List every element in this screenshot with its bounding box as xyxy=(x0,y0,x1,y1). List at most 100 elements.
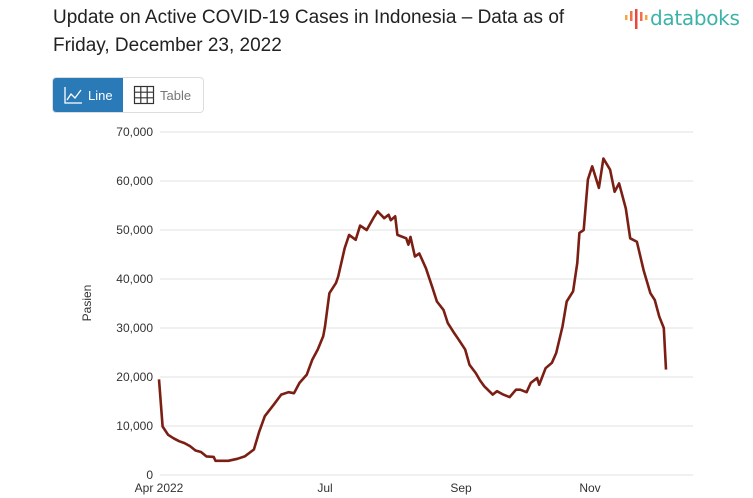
data-point[interactable] xyxy=(440,307,446,313)
data-point[interactable] xyxy=(500,392,506,398)
data-point[interactable] xyxy=(296,380,302,386)
y-axis-label: Pasien xyxy=(80,285,94,322)
data-point[interactable] xyxy=(386,212,392,218)
data-point[interactable] xyxy=(456,337,462,343)
data-point[interactable] xyxy=(225,458,231,464)
data-point[interactable] xyxy=(647,290,653,296)
x-tick-label: Sep xyxy=(450,481,472,495)
data-point[interactable] xyxy=(585,177,591,183)
data-point[interactable] xyxy=(256,428,262,434)
data-point[interactable] xyxy=(335,274,341,280)
data-point[interactable] xyxy=(416,251,422,257)
data-point[interactable] xyxy=(627,235,633,241)
data-point[interactable] xyxy=(641,267,647,273)
data-point[interactable] xyxy=(652,297,658,303)
data-point[interactable] xyxy=(612,189,618,195)
data-point[interactable] xyxy=(574,260,580,266)
y-tick-label: 40,000 xyxy=(116,272,153,286)
data-point[interactable] xyxy=(156,376,162,382)
data-point[interactable] xyxy=(171,435,177,441)
data-point[interactable] xyxy=(278,392,284,398)
data-point[interactable] xyxy=(534,375,540,381)
data-point[interactable] xyxy=(494,388,500,394)
data-point[interactable] xyxy=(589,163,595,169)
data-point[interactable] xyxy=(357,223,363,229)
data-point[interactable] xyxy=(434,299,440,305)
data-point[interactable] xyxy=(570,288,576,294)
data-point[interactable] xyxy=(333,280,339,286)
data-point[interactable] xyxy=(242,453,248,459)
data-point[interactable] xyxy=(394,232,400,238)
data-point[interactable] xyxy=(429,285,435,291)
data-point[interactable] xyxy=(423,265,429,271)
data-point[interactable] xyxy=(392,213,398,219)
data-point[interactable] xyxy=(309,357,315,363)
data-point[interactable] xyxy=(192,448,198,454)
data-point[interactable] xyxy=(353,237,359,243)
data-point[interactable] xyxy=(524,389,530,395)
data-point[interactable] xyxy=(564,299,570,305)
data-point[interactable] xyxy=(342,245,348,251)
data-point[interactable] xyxy=(251,447,257,453)
data-point[interactable] xyxy=(262,413,268,419)
data-point[interactable] xyxy=(187,443,193,449)
data-point[interactable] xyxy=(322,324,328,330)
data-point[interactable] xyxy=(528,380,534,386)
data-point[interactable] xyxy=(346,232,352,238)
data-point[interactable] xyxy=(507,394,513,400)
data-point[interactable] xyxy=(326,290,332,296)
data-point[interactable] xyxy=(364,227,370,233)
data-point[interactable] xyxy=(549,360,555,366)
data-point[interactable] xyxy=(160,423,166,429)
data-point[interactable] xyxy=(234,456,240,462)
data-point[interactable] xyxy=(543,365,549,371)
data-point[interactable] xyxy=(203,453,209,459)
y-tick-label: 20,000 xyxy=(116,370,153,384)
data-point[interactable] xyxy=(600,155,606,161)
data-point[interactable] xyxy=(596,185,602,191)
data-point[interactable] xyxy=(271,401,277,407)
data-point[interactable] xyxy=(408,234,414,240)
data-point[interactable] xyxy=(663,367,669,373)
data-point[interactable] xyxy=(451,330,457,336)
data-point[interactable] xyxy=(165,432,171,438)
chart-title: Update on Active COVID-19 Cases in Indon… xyxy=(53,7,565,56)
x-tick-label: Jul xyxy=(317,481,332,495)
y-tick-label: 60,000 xyxy=(116,174,153,188)
data-point[interactable] xyxy=(291,390,297,396)
data-point[interactable] xyxy=(623,205,629,211)
line-view-button[interactable]: Line xyxy=(53,78,123,112)
data-point[interactable] xyxy=(517,387,523,393)
data-point[interactable] xyxy=(607,167,613,173)
y-tick-label: 10,000 xyxy=(116,419,153,433)
data-point[interactable] xyxy=(462,347,468,353)
data-point[interactable] xyxy=(477,377,483,383)
data-point[interactable] xyxy=(536,382,542,388)
data-point[interactable] xyxy=(286,389,292,395)
data-point[interactable] xyxy=(375,208,381,214)
table-view-button[interactable]: Table xyxy=(123,78,201,112)
data-point[interactable] xyxy=(473,370,479,376)
data-point[interactable] xyxy=(581,227,587,233)
y-tick-label: 0 xyxy=(146,468,153,482)
data-point[interactable] xyxy=(445,320,451,326)
data-point[interactable] xyxy=(634,239,640,245)
data-point[interactable] xyxy=(616,180,622,186)
x-tick-label: Apr 2022 xyxy=(135,481,184,495)
data-point[interactable] xyxy=(405,242,411,248)
data-point[interactable] xyxy=(553,350,559,356)
data-point[interactable] xyxy=(176,438,182,444)
data-point[interactable] xyxy=(315,347,321,353)
data-point[interactable] xyxy=(661,325,667,331)
data-point[interactable] xyxy=(560,324,566,330)
data-point[interactable] xyxy=(198,449,204,455)
data-point[interactable] xyxy=(213,458,219,464)
data-point[interactable] xyxy=(182,440,188,446)
data-point[interactable] xyxy=(304,372,310,378)
data-point[interactable] xyxy=(320,333,326,339)
data-point[interactable] xyxy=(656,314,662,320)
data-point[interactable] xyxy=(466,362,472,368)
data-point[interactable] xyxy=(370,215,376,221)
data-point[interactable] xyxy=(481,383,487,389)
databoks-logo[interactable]: databoks xyxy=(624,6,740,30)
